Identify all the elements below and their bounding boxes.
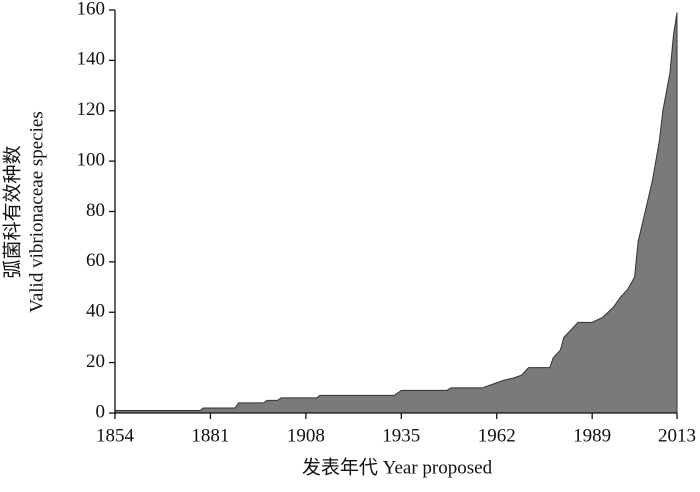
x-tick-label: 1908 bbox=[287, 425, 325, 446]
y-tick-label: 140 bbox=[77, 49, 106, 70]
y-tick-label: 80 bbox=[86, 200, 105, 221]
y-tick-label: 0 bbox=[96, 401, 106, 422]
y-tick-label: 40 bbox=[86, 301, 105, 322]
x-tick-label: 1989 bbox=[573, 425, 611, 446]
y-axis-label: Valid vibrionaceae species bbox=[26, 111, 47, 313]
y-axis-label: 弧菌科有效种数 bbox=[1, 145, 23, 278]
area bbox=[114, 12, 678, 414]
x-tick-label: 1881 bbox=[191, 425, 229, 446]
x-tick-label: 1854 bbox=[96, 425, 135, 446]
x-tick-label: 1962 bbox=[478, 425, 516, 446]
y-tick-label: 60 bbox=[86, 250, 105, 271]
y-tick-label: 160 bbox=[77, 0, 106, 19]
x-axis-label: 发表年代 Year proposed bbox=[302, 456, 493, 478]
x-tick-label: 2013 bbox=[658, 425, 696, 446]
y-tick-label: 100 bbox=[77, 149, 106, 170]
y-tick-label: 20 bbox=[86, 351, 105, 372]
x-tick-label: 1935 bbox=[382, 425, 420, 446]
y-tick-label: 120 bbox=[77, 99, 106, 120]
